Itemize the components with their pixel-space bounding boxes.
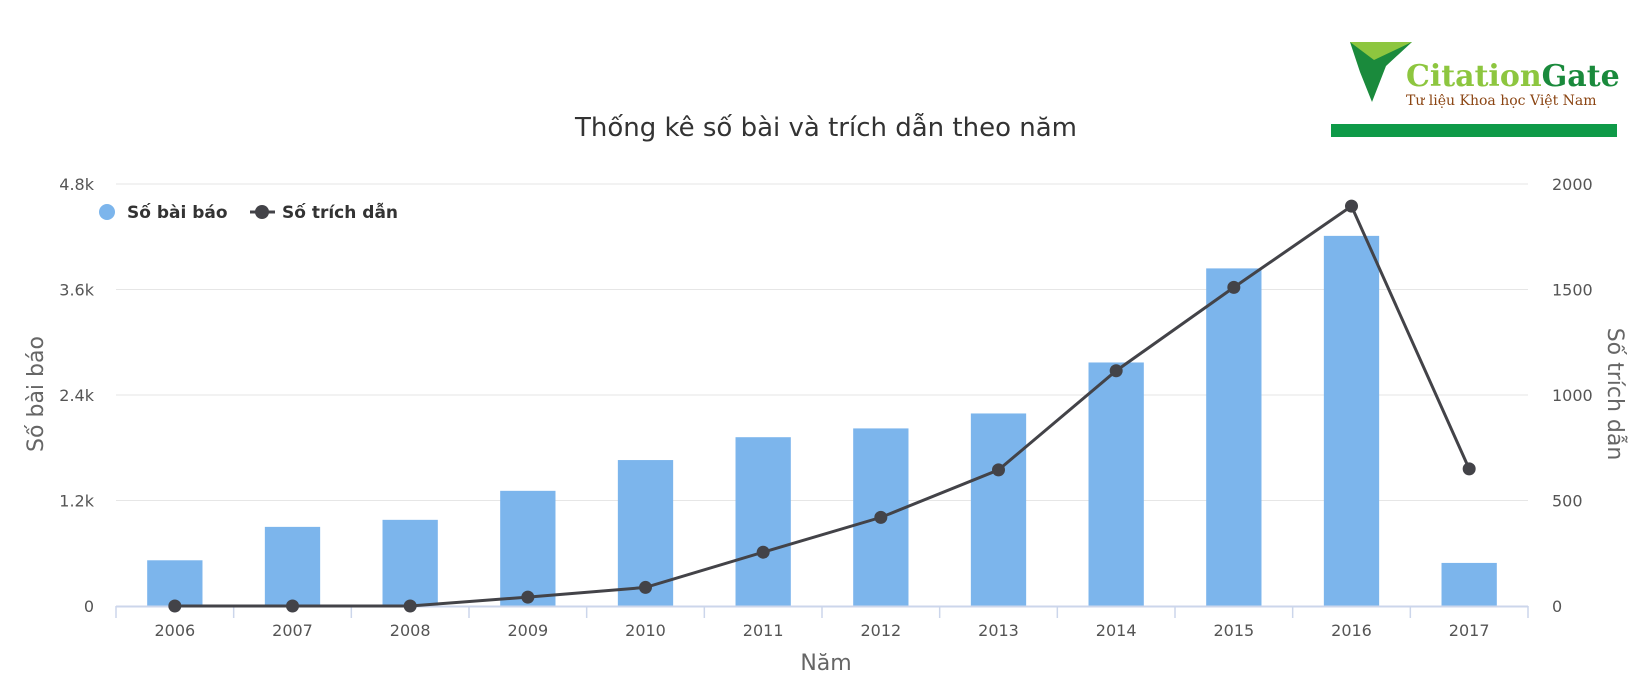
y-axis-right-title: Số trích dẫn	[1602, 328, 1628, 461]
x-tick-label: 2010	[625, 621, 666, 640]
x-tick-label: 2014	[1096, 621, 1137, 640]
x-tick-label: 2015	[1213, 621, 1254, 640]
line-point[interactable]	[639, 580, 652, 594]
line-point[interactable]	[168, 599, 182, 613]
x-tick-label: 2016	[1331, 621, 1372, 640]
chart-title: Thống kê số bài và trích dẫn theo năm	[574, 112, 1077, 143]
y-right-tick-label: 1000	[1552, 386, 1593, 405]
line-point[interactable]	[286, 599, 299, 613]
legend-bar-marker-icon	[99, 204, 115, 220]
x-tick-label: 2008	[390, 621, 431, 640]
line-point[interactable]	[1227, 280, 1241, 294]
bar[interactable]	[382, 519, 438, 606]
y-right-tick-label: 2000	[1552, 175, 1593, 194]
legend: Số bài báo Số trích dẫn	[99, 201, 398, 223]
y-left-tick-label: 2.4k	[59, 386, 94, 405]
line-point[interactable]	[403, 599, 417, 613]
bar[interactable]	[1323, 235, 1380, 606]
bar[interactable]	[147, 560, 203, 606]
line-point[interactable]	[874, 510, 888, 524]
y-right-tick-label: 0	[1552, 597, 1562, 616]
x-tick-label: 2006	[154, 621, 195, 640]
x-tick-label: 2007	[272, 621, 313, 640]
bar[interactable]	[735, 437, 791, 606]
bar[interactable]	[970, 413, 1027, 606]
legend-item-line[interactable]: Số trích dẫn	[250, 201, 398, 223]
logo-text-citation: Citation	[1406, 59, 1542, 94]
citationgate-logo: CitationGate Tư liệu Khoa học Việt Nam	[1331, 42, 1620, 137]
y-axis-left: 0 1.2k 2.4k 3.6k 4.8k	[59, 175, 94, 616]
legend-line-marker-icon	[255, 205, 269, 219]
y-axis-left-title: Số bài báo	[24, 336, 49, 452]
line-point[interactable]	[1345, 199, 1358, 213]
grid-lines	[116, 183, 1528, 501]
bar[interactable]	[1088, 362, 1144, 606]
line-path	[174, 203, 1471, 608]
bar-series	[147, 235, 1497, 606]
line-series	[168, 199, 1476, 613]
bar[interactable]	[1441, 562, 1497, 606]
bar[interactable]	[264, 526, 321, 606]
x-tick-label: 2017	[1449, 621, 1490, 640]
y-right-tick-label: 1500	[1552, 281, 1593, 300]
y-right-tick-label: 500	[1552, 492, 1583, 511]
x-tick-label: 2012	[860, 621, 901, 640]
x-tick-label: 2013	[978, 621, 1019, 640]
x-axis-title: Năm	[800, 651, 851, 676]
legend-line-label: Số trích dẫn	[282, 201, 398, 223]
line-point[interactable]	[521, 590, 535, 604]
legend-bar-label: Số bài báo	[127, 202, 228, 223]
y-axis-right: 0 500 1000 1500 2000	[1552, 175, 1593, 616]
y-left-tick-label: 3.6k	[59, 281, 94, 300]
x-axis: 2006 2007 2008 2009 2010 2011 2012 2013 2014 2015…	[115, 605, 1529, 640]
line-point[interactable]	[992, 463, 1005, 477]
y-left-tick-label: 1.2k	[59, 492, 94, 511]
bar[interactable]	[500, 490, 556, 606]
logo-text-gate: Gate	[1542, 59, 1620, 94]
line-point[interactable]	[1462, 462, 1476, 476]
bar[interactable]	[1206, 268, 1262, 606]
legend-item-bar[interactable]: Số bài báo	[99, 202, 228, 223]
logo-tagline: Tư liệu Khoa học Việt Nam	[1406, 93, 1597, 109]
x-tick-label: 2009	[507, 621, 548, 640]
line-point[interactable]	[1109, 364, 1123, 378]
y-left-tick-label: 0	[84, 597, 94, 616]
line-point[interactable]	[756, 545, 770, 559]
logo-swoosh-icon	[1350, 42, 1412, 102]
logo-underline-bar	[1331, 124, 1617, 137]
x-tick-label: 2011	[743, 621, 784, 640]
logo-wordmark: CitationGate	[1406, 59, 1620, 94]
y-left-tick-label: 4.8k	[59, 175, 94, 194]
logo-swoosh-light-icon	[1350, 42, 1412, 60]
